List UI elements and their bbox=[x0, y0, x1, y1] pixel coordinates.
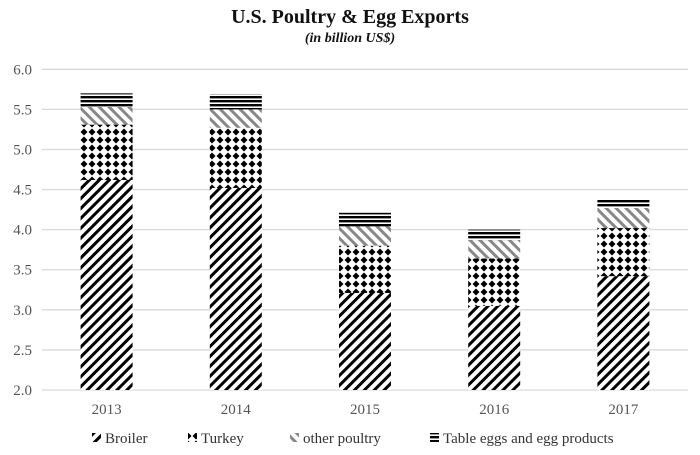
chart-subtitle: (in billion US$) bbox=[304, 31, 396, 46]
bar-segment-broiler-2014 bbox=[209, 187, 262, 390]
bar-segment-broiler-2013 bbox=[80, 179, 133, 390]
bar-segment-broiler-2016 bbox=[468, 305, 521, 390]
legend-label: Turkey bbox=[201, 431, 244, 447]
x-tick-label: 2013 bbox=[92, 402, 122, 418]
bar-segment-turkey-2016 bbox=[468, 258, 521, 306]
bar-segment-table-eggs-and-egg-products-2017 bbox=[597, 199, 650, 209]
y-tick-label: 6.0 bbox=[13, 62, 32, 78]
legend-swatch bbox=[188, 433, 197, 442]
legend-swatch bbox=[92, 433, 101, 442]
bar-segment-table-eggs-and-egg-products-2015 bbox=[339, 212, 391, 227]
bar-segment-other-poultry-2015 bbox=[339, 226, 391, 246]
y-tick-label: 4.5 bbox=[13, 183, 32, 199]
bar-segment-other-poultry-2014 bbox=[209, 109, 262, 128]
bar-segment-turkey-2015 bbox=[339, 245, 391, 293]
y-tick-label: 3.0 bbox=[13, 303, 32, 319]
bar-segment-other-poultry-2017 bbox=[597, 208, 650, 229]
x-tick-label: 2014 bbox=[221, 402, 252, 418]
bar-segment-other-poultry-2016 bbox=[468, 240, 521, 259]
y-tick-label: 4.0 bbox=[13, 223, 32, 239]
bar-segment-turkey-2017 bbox=[597, 228, 650, 277]
bar-segment-turkey-2014 bbox=[209, 127, 262, 188]
bar-segment-broiler-2015 bbox=[339, 292, 391, 390]
bar-segment-turkey-2013 bbox=[80, 124, 133, 180]
legend-label: other poultry bbox=[303, 431, 381, 447]
legend-label: Table eggs and egg products bbox=[443, 431, 614, 447]
y-tick-label: 3.5 bbox=[13, 263, 32, 279]
y-tick-label: 5.5 bbox=[13, 102, 32, 118]
y-tick-label: 5.0 bbox=[13, 142, 32, 158]
legend-swatch bbox=[290, 433, 299, 442]
bar-segment-broiler-2017 bbox=[597, 276, 650, 390]
bar-segment-table-eggs-and-egg-products-2013 bbox=[80, 93, 133, 107]
bar-segment-table-eggs-and-egg-products-2014 bbox=[209, 94, 262, 110]
bar-segment-other-poultry-2013 bbox=[80, 106, 133, 125]
chart-title: U.S. Poultry & Egg Exports bbox=[231, 6, 469, 28]
bar-segment-table-eggs-and-egg-products-2016 bbox=[468, 229, 521, 241]
x-tick-label: 2017 bbox=[608, 402, 639, 418]
y-tick-label: 2.0 bbox=[13, 383, 32, 399]
y-tick-label: 2.5 bbox=[13, 343, 32, 359]
x-tick-label: 2016 bbox=[479, 402, 510, 418]
x-tick-label: 2015 bbox=[350, 402, 380, 418]
legend-label: Broiler bbox=[105, 431, 148, 447]
legend-swatch bbox=[430, 433, 439, 442]
